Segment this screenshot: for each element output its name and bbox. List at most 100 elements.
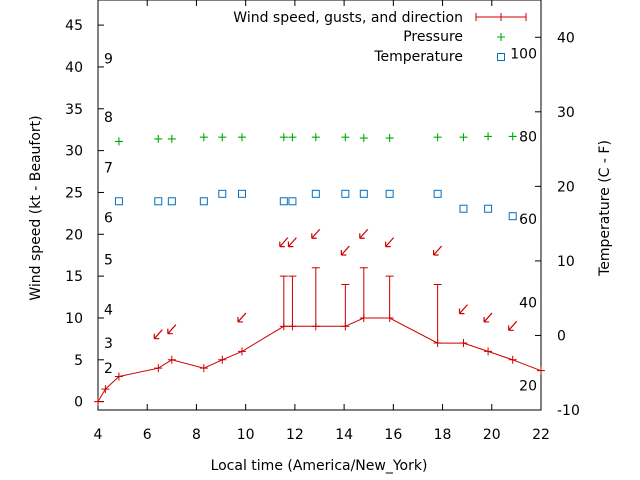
x-tick-label: 12	[286, 427, 304, 443]
x-tick-label: 8	[192, 427, 201, 443]
wind-direction-arrow	[433, 245, 443, 256]
wind-speed-point	[459, 339, 468, 348]
wind-speed-point	[537, 366, 545, 375]
fahrenheit-label: 40	[519, 296, 537, 312]
y-right-tick-label: 0	[557, 328, 566, 344]
y-left-tick-label: 40	[65, 60, 83, 76]
y-right-tick-label: 10	[557, 254, 575, 270]
wind-speed-point	[218, 355, 227, 364]
y-axis-title-left: Wind speed (kt - Beaufort)	[28, 115, 44, 300]
fahrenheit-label: 20	[519, 378, 537, 394]
temperature-marker	[385, 189, 394, 198]
wind-speed-point	[279, 322, 288, 331]
temperature-marker	[288, 197, 297, 206]
axes	[97, 0, 542, 411]
wind-speed-point	[359, 313, 368, 322]
temperature-marker	[237, 189, 246, 198]
wind-speed-point	[508, 355, 517, 364]
wind-speed-point	[288, 322, 297, 331]
y-axis-title-right: Temperature (C - F)	[597, 140, 613, 277]
beaufort-label: 4	[104, 303, 113, 319]
pressure-marker	[279, 133, 288, 142]
beaufort-label: 7	[104, 160, 113, 176]
pressure-marker	[288, 133, 297, 142]
temperature-marker	[199, 197, 208, 206]
x-tick-label: 4	[94, 427, 103, 443]
fahrenheit-label: 80	[519, 129, 537, 145]
temperature-marker	[114, 197, 123, 206]
pressure-marker	[199, 133, 208, 142]
wind-direction-arrow	[237, 312, 247, 323]
y-left-tick-label: 15	[65, 269, 83, 285]
pressure-marker	[385, 134, 394, 143]
beaufort-label: 3	[104, 336, 113, 352]
y-left-tick-label: 20	[65, 227, 83, 243]
temperature-marker	[433, 189, 442, 198]
temperature-marker	[508, 212, 517, 221]
wind-speed-point	[237, 347, 246, 356]
wind-speed-point	[154, 364, 163, 373]
wind-speed-point	[167, 355, 176, 364]
fahrenheit-label: 100	[510, 47, 537, 63]
wind-direction-arrow	[311, 228, 321, 239]
wind-speed-point	[199, 364, 208, 373]
x-tick-label: 10	[237, 427, 255, 443]
temperature-marker	[341, 189, 350, 198]
wind-speed-point	[341, 322, 350, 331]
pressure-marker	[341, 133, 350, 142]
y-left-tick-label: 0	[74, 395, 83, 411]
legend-swatch-pressure	[497, 33, 505, 41]
legend-label-wind: Wind speed, gusts, and direction	[233, 10, 463, 26]
temperature-marker	[279, 197, 288, 206]
y-right-tick-label: 30	[557, 105, 575, 121]
pressure-marker	[359, 134, 368, 143]
pressure-marker	[154, 134, 163, 143]
beaufort-label: 6	[104, 211, 113, 227]
x-tick-label: 6	[143, 427, 152, 443]
y-right-tick-label: 40	[557, 30, 575, 46]
wind-speed-point	[433, 339, 442, 348]
beaufort-label: 8	[104, 110, 113, 126]
y-left-tick-label: 5	[74, 353, 83, 369]
wind-direction-arrow	[359, 228, 369, 239]
y-right-tick-label: 20	[557, 179, 575, 195]
y-right-tick-label: -10	[557, 403, 580, 419]
legend-label-pressure: Pressure	[403, 29, 463, 45]
wind-speed-point	[101, 385, 110, 394]
temperature-marker	[484, 204, 493, 213]
wind-speed-point	[484, 347, 493, 356]
wind-direction-arrow	[385, 237, 395, 248]
pressure-marker	[459, 133, 468, 142]
y-left-tick-label: 25	[65, 185, 83, 201]
y-left-tick-label: 35	[65, 102, 83, 118]
pressure-marker	[237, 133, 246, 142]
plot-frame	[97, 0, 542, 411]
wind-speed-point	[114, 372, 123, 381]
x-tick-label: 16	[384, 427, 402, 443]
y-left-tick-label: 10	[65, 311, 83, 327]
pressure-marker	[218, 133, 227, 142]
wind-direction-arrow	[167, 324, 177, 335]
legend-label-temperature: Temperature	[373, 49, 463, 65]
wind-direction-arrow	[153, 329, 163, 340]
x-tick-label: 22	[532, 427, 550, 443]
wind-direction-arrow	[340, 245, 350, 256]
x-tick-label: 20	[483, 427, 501, 443]
temperature-marker	[154, 197, 163, 206]
wind-direction-arrow	[279, 237, 289, 248]
wind-direction-arrow	[483, 312, 493, 323]
temperature-marker	[311, 189, 320, 198]
wind-direction-arrow	[458, 304, 468, 315]
legend-swatch-wind-point	[497, 13, 505, 21]
pressure-marker	[167, 134, 176, 143]
y-left-tick-label: 45	[65, 18, 83, 34]
wind-speed-point	[385, 313, 394, 322]
temperature-marker	[359, 189, 368, 198]
wind-direction-arrow	[287, 237, 297, 248]
wind-speed-point	[311, 322, 320, 331]
legend: Wind speed, gusts, and direction Pressure…	[233, 10, 527, 65]
pressure-marker	[311, 133, 320, 142]
pressure-marker	[484, 132, 493, 141]
pressure-marker	[508, 132, 517, 141]
